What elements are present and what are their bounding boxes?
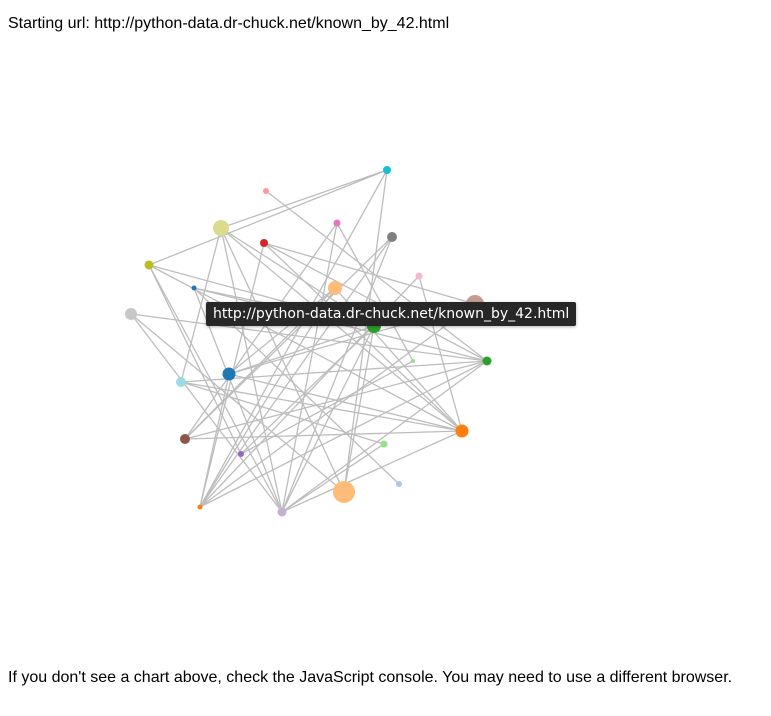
graph-link (418, 275, 463, 432)
graph-node[interactable] (125, 308, 137, 320)
graph-node[interactable] (482, 356, 492, 366)
graph-node[interactable] (380, 440, 388, 448)
graph-node[interactable] (415, 272, 423, 280)
graph-node[interactable] (263, 188, 269, 194)
graph-link (228, 325, 375, 375)
graph-link (343, 325, 375, 493)
graph-node[interactable] (180, 434, 190, 444)
graph-link (281, 430, 463, 513)
graph-node[interactable] (396, 481, 402, 487)
graph-node[interactable] (328, 281, 342, 295)
graph-node[interactable] (222, 367, 236, 381)
graph-link (199, 303, 476, 508)
graph-link (263, 242, 476, 305)
graph-node[interactable] (176, 377, 186, 387)
graph-node[interactable] (333, 481, 355, 503)
graph-link (199, 169, 388, 508)
graph-node[interactable] (260, 239, 268, 247)
graph-link (281, 360, 488, 513)
graph-link (130, 313, 488, 362)
graph-node[interactable] (411, 359, 415, 363)
graph-link (148, 169, 388, 266)
graph-node[interactable] (144, 260, 154, 270)
node-tooltip: http://python-data.dr-chuck.net/known_by… (206, 302, 577, 326)
graph-link (281, 222, 338, 513)
browser-note: If you don't see a chart above, check th… (8, 669, 733, 686)
graph-link (220, 227, 283, 513)
graph-link (336, 222, 414, 362)
graph-link (130, 313, 283, 513)
graph-node[interactable] (277, 507, 287, 517)
graph-link (148, 264, 242, 455)
graph-link (220, 227, 463, 432)
graph-node[interactable] (333, 219, 341, 227)
graph-link (281, 443, 385, 513)
graph-node[interactable] (197, 504, 203, 510)
graph-node[interactable] (213, 220, 229, 236)
graph-links (130, 169, 488, 513)
graph-link (281, 325, 375, 513)
graph-node[interactable] (191, 285, 197, 291)
graph-node[interactable] (383, 166, 391, 174)
graph-link (180, 381, 463, 432)
graph-link (220, 227, 345, 493)
graph-link (228, 373, 463, 432)
graph-link (130, 313, 345, 493)
graph-node[interactable] (455, 424, 469, 438)
graph-link (240, 325, 375, 455)
graph-link (184, 236, 393, 440)
graph-node[interactable] (387, 232, 397, 242)
graph-link (184, 360, 488, 440)
graph-link (281, 236, 393, 513)
graph-link (199, 236, 393, 508)
starting-url-text: Starting url: http://python-data.dr-chuc… (8, 15, 450, 32)
graph-link (220, 169, 388, 229)
graph-node[interactable] (238, 451, 244, 457)
graph-link (184, 430, 463, 440)
graph-link (199, 373, 230, 508)
